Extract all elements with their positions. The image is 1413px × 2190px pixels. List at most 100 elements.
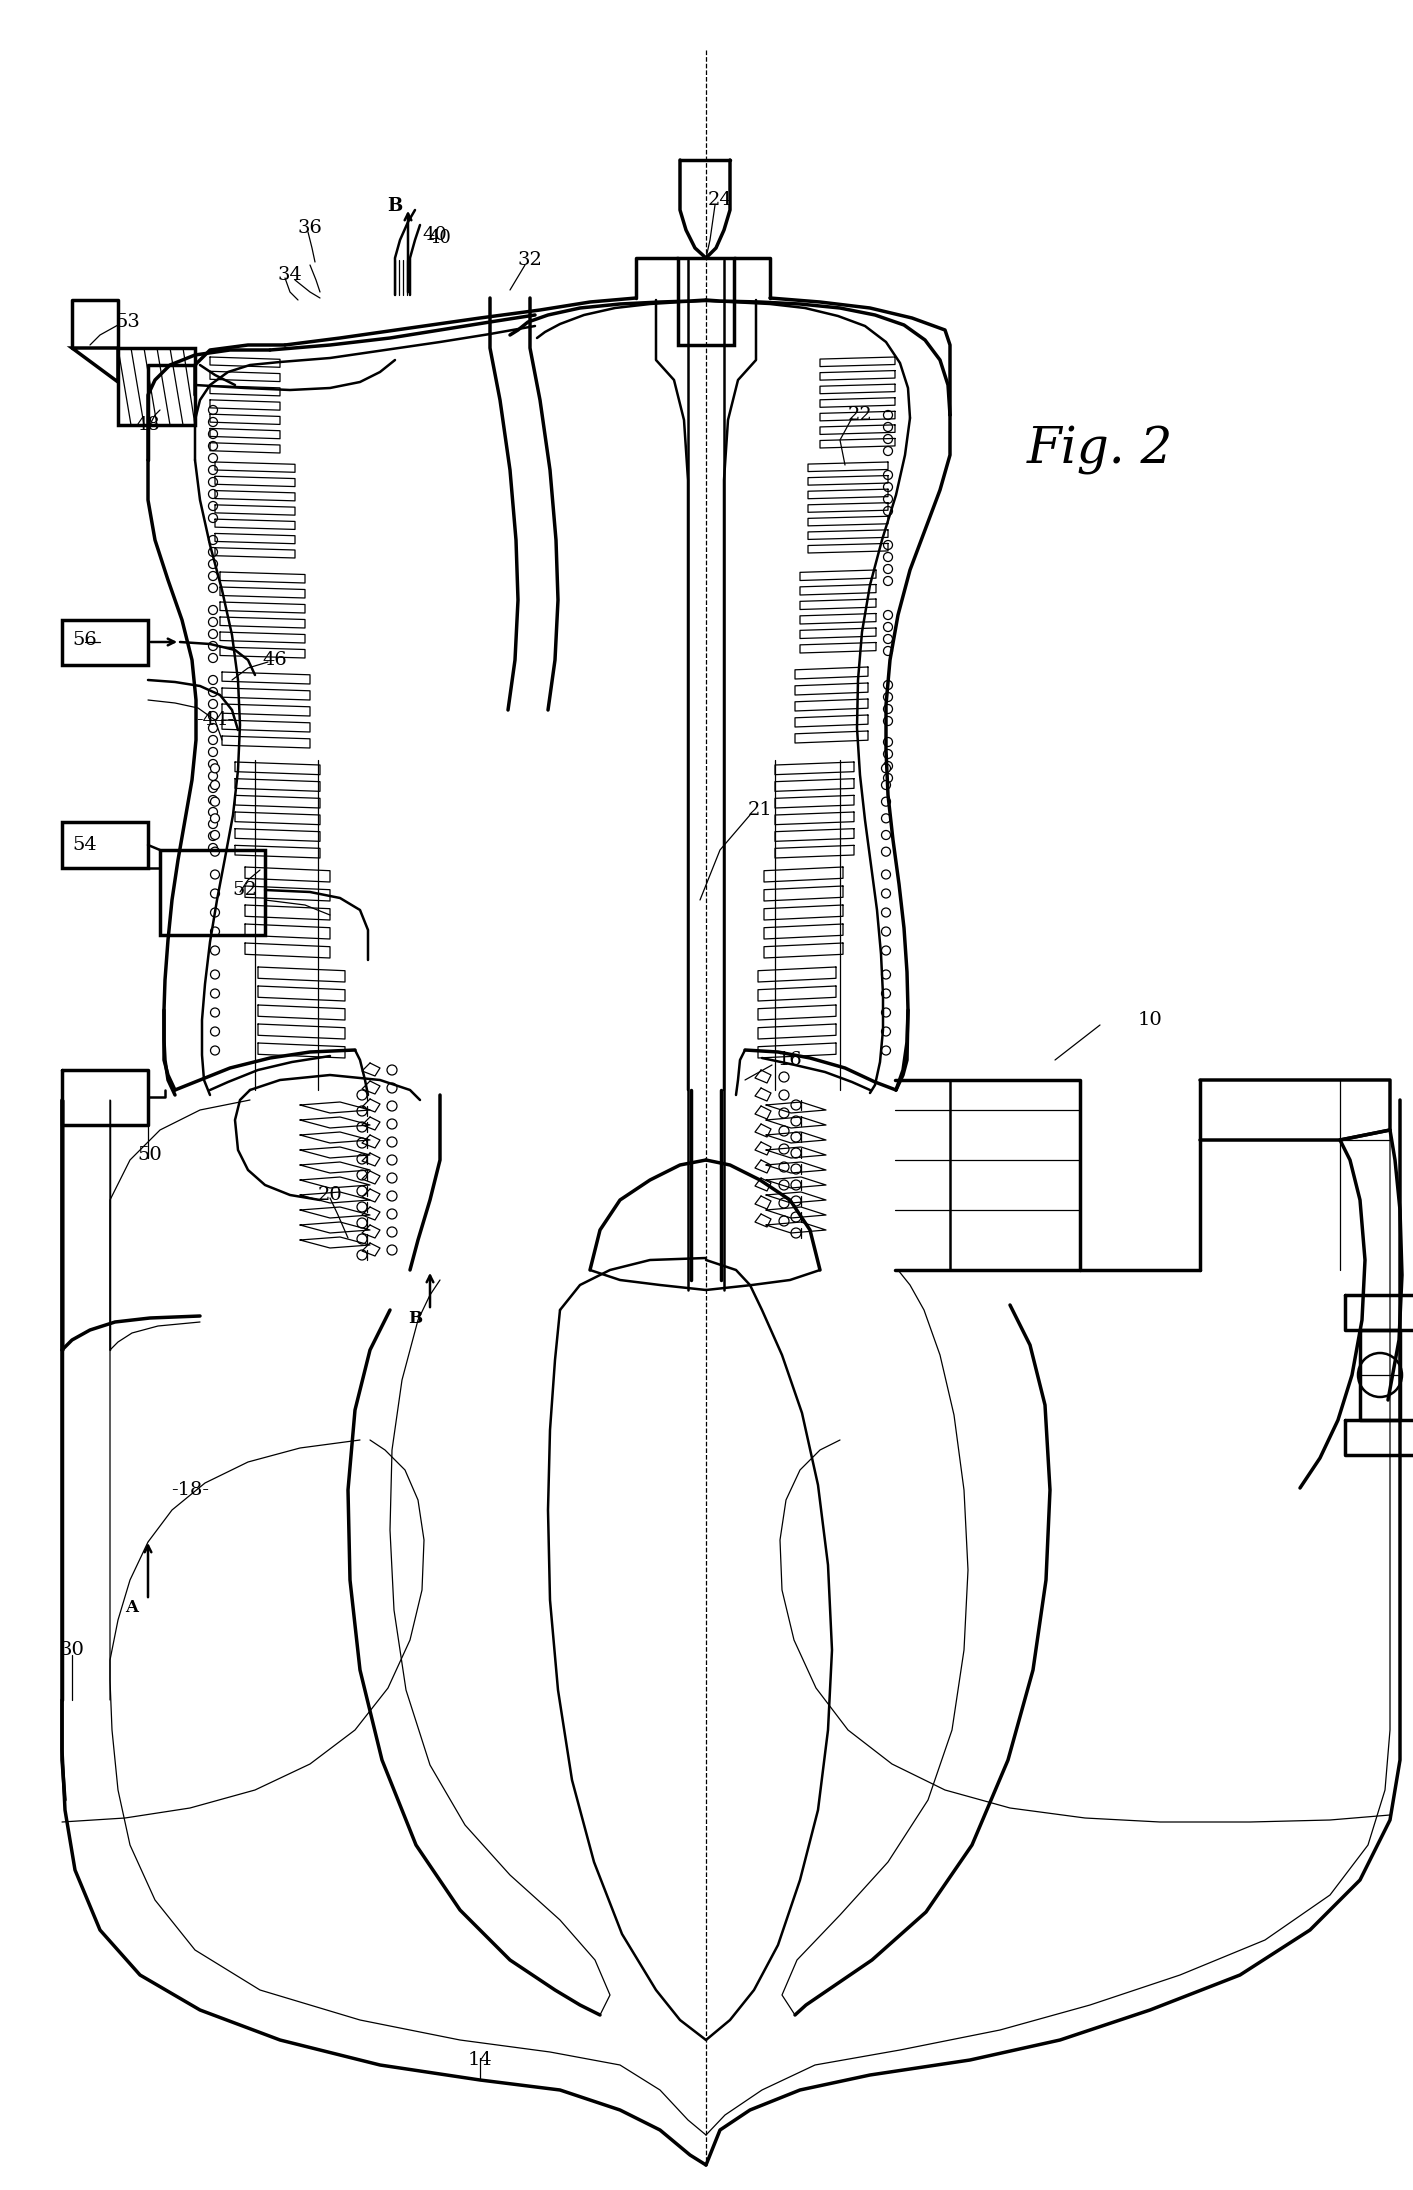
Circle shape [883,552,893,561]
Circle shape [209,688,218,696]
Circle shape [209,466,218,475]
Circle shape [209,795,218,804]
Circle shape [357,1139,367,1148]
Circle shape [779,1180,788,1189]
Circle shape [791,1180,801,1189]
Circle shape [883,495,893,504]
Circle shape [357,1218,367,1229]
Circle shape [882,970,890,979]
Circle shape [791,1229,801,1237]
Text: A: A [126,1599,138,1616]
Circle shape [791,1165,801,1174]
Circle shape [882,869,890,878]
Circle shape [209,819,218,828]
Circle shape [357,1121,367,1132]
Circle shape [882,1007,890,1016]
Circle shape [211,797,219,806]
Circle shape [209,642,218,650]
Circle shape [209,832,218,841]
Circle shape [357,1106,367,1117]
Circle shape [779,1091,788,1099]
Circle shape [387,1154,397,1165]
Circle shape [211,990,219,999]
Circle shape [357,1250,367,1259]
Text: 46: 46 [263,650,287,668]
Text: 22: 22 [848,405,872,425]
Text: -18-: -18- [171,1480,209,1498]
Circle shape [209,771,218,780]
Circle shape [209,784,218,793]
Circle shape [883,565,893,574]
Circle shape [209,583,218,593]
Circle shape [883,541,893,550]
Circle shape [1358,1353,1402,1397]
Circle shape [211,830,219,839]
Circle shape [209,843,218,852]
Circle shape [211,889,219,898]
Circle shape [882,889,890,898]
Circle shape [209,442,218,451]
Text: 40: 40 [422,226,448,243]
Circle shape [209,604,218,615]
Circle shape [882,780,890,791]
Circle shape [387,1174,397,1183]
Circle shape [882,764,890,773]
Circle shape [791,1099,801,1110]
Circle shape [211,764,219,773]
Circle shape [387,1119,397,1130]
Circle shape [211,869,219,878]
Circle shape [883,749,893,758]
Circle shape [779,1126,788,1137]
Circle shape [211,848,219,856]
Circle shape [211,1027,219,1036]
Circle shape [883,622,893,631]
Circle shape [883,646,893,655]
Circle shape [211,926,219,935]
Circle shape [387,1209,397,1220]
Circle shape [211,946,219,955]
Circle shape [209,736,218,745]
Circle shape [209,491,218,499]
Text: 40: 40 [428,230,451,247]
Circle shape [209,760,218,769]
Circle shape [357,1154,367,1165]
Circle shape [883,482,893,491]
Circle shape [209,808,218,817]
Text: 36: 36 [298,219,322,237]
Circle shape [209,747,218,756]
Circle shape [211,1007,219,1016]
Text: 30: 30 [59,1640,85,1660]
Circle shape [883,762,893,771]
Text: 54: 54 [72,837,97,854]
Circle shape [882,1027,890,1036]
Circle shape [882,909,890,918]
Circle shape [387,1084,397,1093]
Circle shape [387,1102,397,1110]
Circle shape [387,1226,397,1237]
Circle shape [791,1117,801,1126]
Circle shape [209,548,218,556]
Circle shape [209,653,218,664]
Circle shape [209,629,218,639]
Circle shape [882,797,890,806]
Circle shape [882,946,890,955]
Circle shape [882,926,890,935]
Circle shape [779,1143,788,1154]
Circle shape [883,705,893,714]
Circle shape [209,477,218,486]
Circle shape [883,681,893,690]
Text: 34: 34 [277,265,302,285]
Circle shape [387,1191,397,1200]
Circle shape [883,576,893,585]
Circle shape [211,909,219,918]
Text: -44-: -44- [196,712,235,729]
Circle shape [779,1108,788,1119]
Circle shape [883,434,893,445]
Circle shape [211,815,219,823]
Circle shape [883,692,893,701]
Circle shape [209,712,218,721]
Circle shape [209,537,218,545]
Circle shape [883,410,893,420]
Circle shape [209,502,218,510]
Circle shape [357,1091,367,1099]
